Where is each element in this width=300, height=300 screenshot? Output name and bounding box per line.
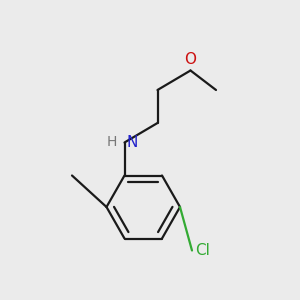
- Text: Cl: Cl: [195, 243, 210, 258]
- Text: O: O: [184, 52, 196, 68]
- Text: H: H: [106, 136, 117, 149]
- Text: N: N: [126, 135, 137, 150]
